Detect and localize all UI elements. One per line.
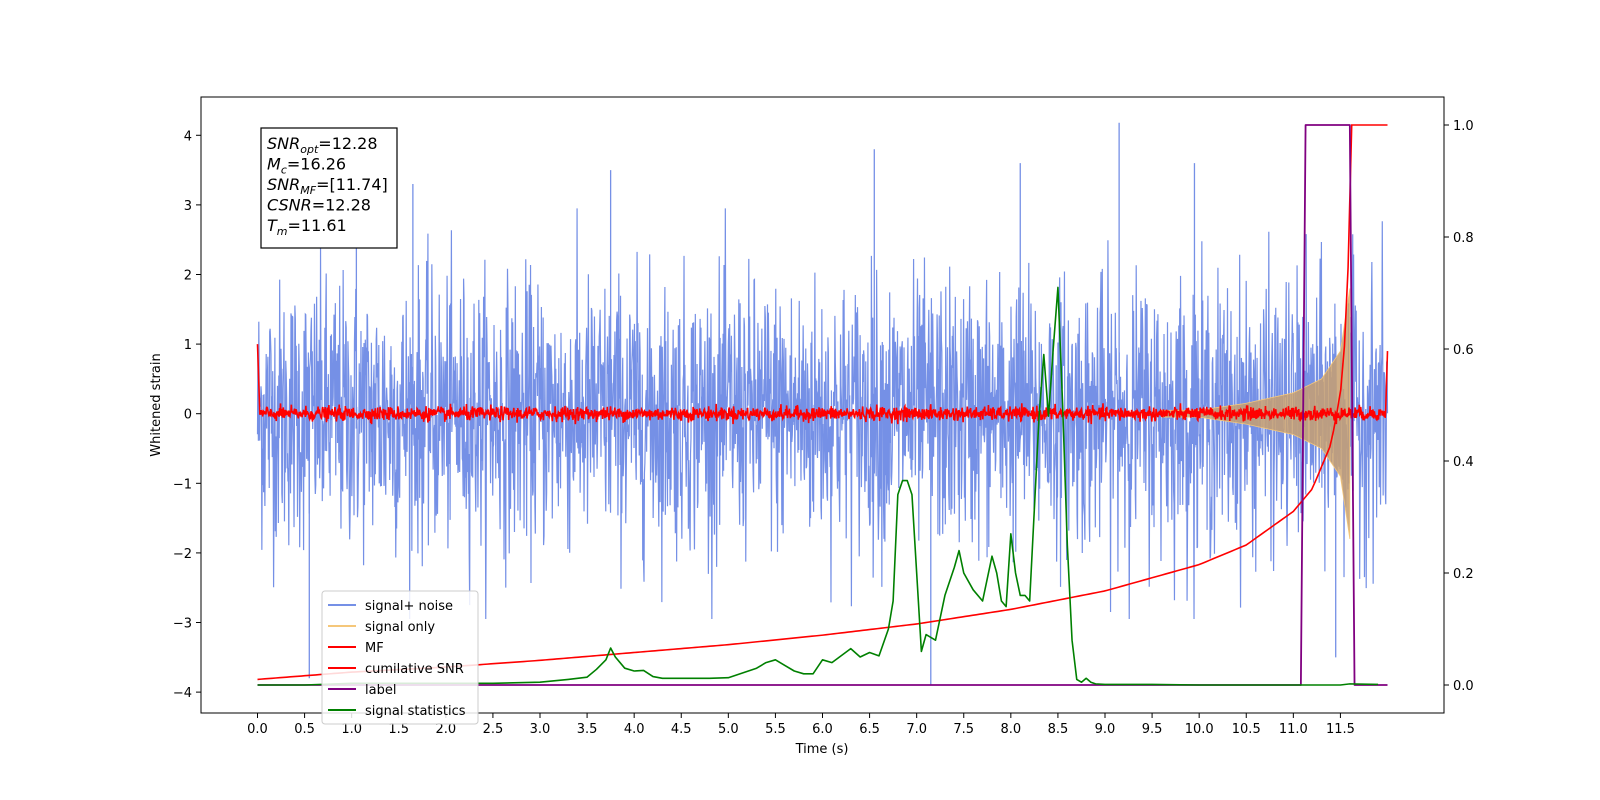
annotation-line: SNRopt=12.28 [267,134,378,156]
y-axis-right: 1.0 0.8 0.6 0.4 0.2 0.0 [1444,119,1474,694]
legend-entry-label: MF [365,641,384,656]
legend-entry-label: cumilative SNR [365,662,464,677]
y-tick-label: −4 [173,686,192,701]
y2-tick-label: 0.4 [1453,455,1474,470]
x-tick-label: 11.0 [1279,722,1308,737]
series-signal-statistics [257,286,1379,686]
x-tick-label: 7.0 [906,722,927,737]
y-axis-left: 4 3 2 1 0 −1 −2 −3 −4 [173,129,201,701]
y2-tick-label: 0.0 [1453,679,1474,694]
y2-tick-label: 0.6 [1453,343,1474,358]
legend-entry-label: signal+ noise [365,599,453,614]
annotation-line: Mc=16.26 [267,155,346,177]
y-tick-label: −2 [173,547,192,562]
annotation-value: =[11.74] [316,175,388,194]
series-signal-noise-peaks [308,122,1337,686]
annotation-value: =16.26 [287,155,346,174]
x-tick-label: 9.5 [1142,722,1163,737]
legend-entry-label: signal statistics [365,704,466,719]
legend-frame [321,590,479,725]
x-tick-label: 9.0 [1095,722,1116,737]
x-tick-label: 2.5 [483,722,504,737]
annotation-line: Tm=11.61 [267,216,347,238]
annotation-symbol: CSNR [267,196,312,215]
x-tick-label: 6.5 [859,722,880,737]
x-axis-label: Time (s) [795,742,849,757]
x-tick-label: 7.5 [953,722,974,737]
x-tick-label: 6.0 [812,722,833,737]
x-tick-label: 0.5 [294,722,315,737]
annotation-box: SNRopt=12.28Mc=16.26SNRMF=[11.74]CSNR=12… [260,127,398,249]
legend: signal+ noise signal only MF cumilative SNR… [321,590,479,725]
annotation-subscript: c [281,164,287,177]
x-axis: 0.0 0.5 1.0 1.5 2.0 2.5 3.0 3.5 4.0 4.5 5.0 5.5 6.0 6… [247,713,1355,737]
x-tick-label: 10.5 [1232,722,1261,737]
annotation-value: =12.28 [312,196,371,215]
x-tick-label: 8.5 [1048,722,1069,737]
y2-tick-label: 0.2 [1453,567,1474,582]
y-tick-label: 4 [184,129,192,144]
annotation-symbol: SNR [267,134,300,153]
y-tick-label: 1 [184,338,192,353]
annotation-frame [260,127,398,249]
y2-tick-label: 0.8 [1453,231,1474,246]
x-tick-label: 4.0 [624,722,645,737]
annotation-symbol: M [267,155,281,174]
annotation-symbol: SNR [267,175,300,194]
annotation-line: SNRMF=[11.74] [267,175,388,197]
x-tick-label: 5.0 [718,722,739,737]
x-tick-label: 10.0 [1185,722,1214,737]
x-tick-label: 11.5 [1326,722,1355,737]
legend-entry-label: label [365,683,396,698]
x-tick-label: 3.5 [577,722,598,737]
x-tick-label: 4.5 [671,722,692,737]
annotation-subscript: MF [300,184,316,197]
series-mf [256,344,1389,425]
x-tick-label: 1.0 [341,722,362,737]
x-tick-label: 0.0 [247,722,268,737]
y2-tick-label: 1.0 [1453,119,1474,134]
y-tick-label: 0 [184,408,192,423]
y-tick-label: −1 [173,477,192,492]
series-signal-noise [256,208,1389,620]
x-tick-label: 2.0 [435,722,456,737]
x-tick-label: 5.5 [765,722,786,737]
annotation-symbol: T [267,216,278,235]
y-tick-label: 2 [184,268,192,283]
y-axis-label: Whitened strain [149,353,164,456]
legend-entry-label: signal only [365,620,435,635]
y-tick-label: 3 [184,199,192,214]
x-tick-label: 3.0 [530,722,551,737]
x-tick-label: 8.0 [1000,722,1021,737]
annotation-subscript: m [277,225,288,238]
x-tick-label: 1.5 [388,722,409,737]
annotation-value: =11.61 [288,216,347,235]
annotation-line: CSNR=12.28 [267,196,371,215]
annotation-subscript: opt [300,143,319,156]
y-tick-label: −3 [173,617,192,632]
annotation-value: =12.28 [318,134,377,153]
